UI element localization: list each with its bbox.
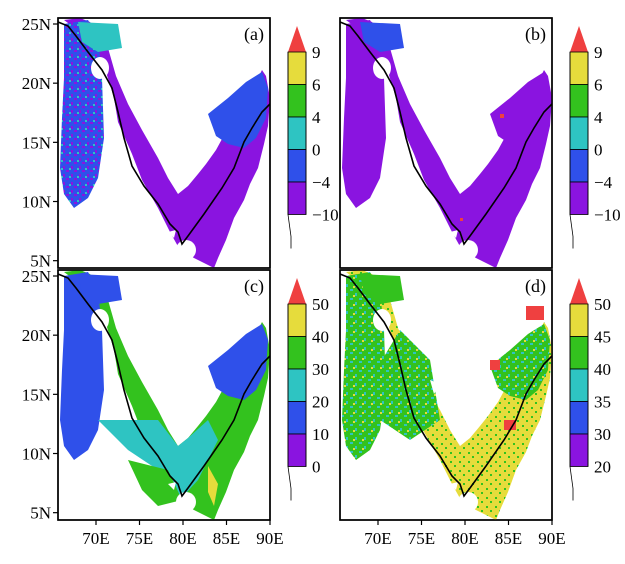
colorbar-tick-label: 0 <box>594 141 603 160</box>
colorbar-tick-label: 0 <box>312 141 321 160</box>
colorbar-tick-label: 35 <box>594 393 611 412</box>
x-tick-label: 85E <box>213 529 240 548</box>
colorbar-swatch <box>569 149 589 183</box>
coastline <box>340 273 552 498</box>
colorbar-top-triangle <box>288 278 306 304</box>
colorbar-tick-label: −4 <box>312 173 331 192</box>
y-tick-label: 25N <box>22 15 51 34</box>
y-tick-label: 5N <box>30 504 51 523</box>
colorbar-swatch <box>569 433 589 467</box>
panel-label: (b) <box>525 24 546 45</box>
map-field <box>340 270 552 520</box>
x-tick-label: 90E <box>256 529 283 548</box>
x-tick-label: 70E <box>82 529 109 548</box>
colorbar-tick-label: 6 <box>312 76 321 95</box>
colorbar-swatch <box>569 84 589 118</box>
colorbar-tick-label: 4 <box>312 108 321 127</box>
colorbar-tail <box>569 466 574 501</box>
colorbar-swatch <box>287 303 307 337</box>
colorbar-swatch <box>569 51 589 85</box>
panel-b <box>339 17 553 269</box>
colorbar-swatch <box>569 181 589 215</box>
colorbar-swatch <box>287 401 307 435</box>
x-tick-label: 75E <box>408 529 435 548</box>
map-field <box>340 18 552 268</box>
x-tick-label: 75E <box>126 529 153 548</box>
colorbar-swatch <box>569 116 589 150</box>
labels-layer: (a) (b)(c) (d)25N20N15N10N5N25N20N15N10N5N… <box>22 15 566 548</box>
colorbar-swatch <box>287 51 307 85</box>
x-tick-label: 80E <box>451 529 478 548</box>
colorbar-4: 50 45 40 35 30 20 <box>569 278 611 501</box>
colorbar-swatch <box>287 433 307 467</box>
colorbar-tick-label: 40 <box>312 328 329 347</box>
y-tick-label: 10N <box>22 445 51 464</box>
panel-a <box>57 17 271 269</box>
colorbar-tick-label: 0 <box>312 458 321 477</box>
colorbar-tick-label: 50 <box>594 295 611 314</box>
colorbar-2: 9 6 4 0 −4 −10 <box>569 26 621 249</box>
colorbar-tick-label: 20 <box>594 458 611 477</box>
y-tick-label: 20N <box>22 326 51 345</box>
colorbar-swatch <box>287 149 307 183</box>
colorbar-swatch <box>287 368 307 402</box>
x-tick-label: 90E <box>538 529 565 548</box>
coastline <box>58 21 270 246</box>
colorbar-tick-label: 9 <box>312 43 321 62</box>
x-tick-label: 70E <box>364 529 391 548</box>
y-tick-label: 10N <box>22 193 51 212</box>
x-tick-label: 85E <box>495 529 522 548</box>
colorbar-tick-label: −10 <box>594 206 621 225</box>
colorbar-tick-label: 20 <box>312 393 329 412</box>
colorbar-tick-label: −4 <box>594 173 613 192</box>
colorbar-tick-label: 9 <box>594 43 603 62</box>
map-field <box>58 18 270 268</box>
colorbar-swatch <box>287 84 307 118</box>
colorbar-swatch <box>287 181 307 215</box>
y-tick-label: 5N <box>30 252 51 271</box>
colorbar-tick-label: 30 <box>594 425 611 444</box>
coastline <box>58 273 270 498</box>
map-field <box>58 270 270 520</box>
colorbar-tick-label: 4 <box>594 108 603 127</box>
colorbar-swatch <box>569 303 589 337</box>
colorbar-top-triangle <box>570 278 588 304</box>
panel-label: (d) <box>525 276 546 297</box>
colorbar-tick-label: 30 <box>312 360 329 379</box>
colorbar-top-triangle <box>570 26 588 52</box>
y-tick-label: 15N <box>22 133 51 152</box>
colorbar-1: 9 6 4 0 −4 −10 <box>287 26 339 249</box>
x-tick-label: 80E <box>169 529 196 548</box>
colorbar-tick-label: 40 <box>594 360 611 379</box>
colorbar-swatch <box>569 336 589 370</box>
colorbar-tail <box>569 214 574 249</box>
y-tick-label: 15N <box>22 385 51 404</box>
colorbar-tick-label: 45 <box>594 328 611 347</box>
y-tick-label: 25N <box>22 267 51 286</box>
colorbar-swatch <box>287 336 307 370</box>
colorbar-tail <box>287 214 292 249</box>
y-tick-label: 20N <box>22 74 51 93</box>
colorbar-swatch <box>287 116 307 150</box>
colorbar-tick-label: −10 <box>312 206 339 225</box>
panel-label: (c) <box>244 276 264 297</box>
colorbar-tail <box>287 466 292 501</box>
colorbar-3: 50 40 30 20 10 0 <box>287 278 329 501</box>
colorbar-top-triangle <box>288 26 306 52</box>
colorbar-tick-label: 50 <box>312 295 329 314</box>
coastline <box>340 21 552 246</box>
panel-label: (a) <box>244 24 264 45</box>
panel-c <box>57 269 271 521</box>
colorbar-tick-label: 6 <box>594 76 603 95</box>
panel-d <box>339 269 553 521</box>
colorbar-swatch <box>569 368 589 402</box>
colorbar-swatch <box>569 401 589 435</box>
colorbar-tick-label: 10 <box>312 425 329 444</box>
